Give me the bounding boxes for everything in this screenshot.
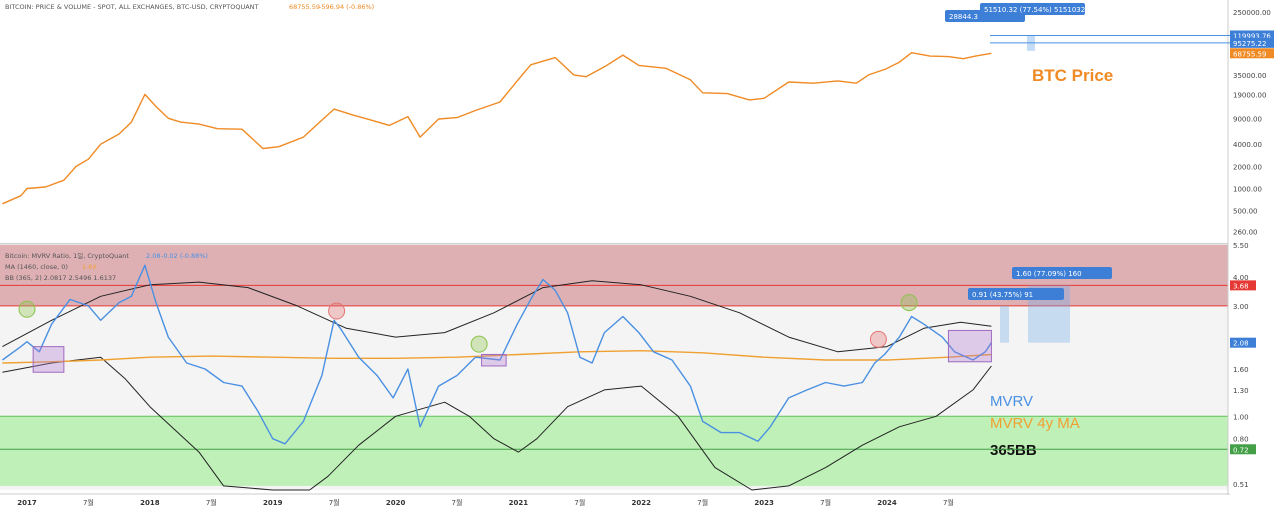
top-measure-1: 51510.32 (77.54%) 5151032 xyxy=(984,6,1085,14)
mvrv-ma-label: MVRV 4y MA xyxy=(990,415,1080,432)
top-tick-label-11: 260.00 xyxy=(1233,229,1258,237)
pane-divider xyxy=(0,243,1280,245)
green-zone xyxy=(0,416,1228,486)
x-tick-label-15: 7월 xyxy=(943,498,954,507)
x-tick-label-13: 7월 xyxy=(820,498,831,507)
top-tick-label-9: 1000.00 xyxy=(1233,186,1262,194)
bottom-tick-label-9: 0.72 xyxy=(1233,446,1249,454)
bottom-tick-tag-9 xyxy=(1230,444,1256,455)
highlight-circle-4 xyxy=(900,294,918,312)
highlight-circle-0 xyxy=(18,300,36,318)
mvrv-label: MVRV xyxy=(990,393,1033,410)
bottom-tick-label-3: 3.00 xyxy=(1233,303,1249,311)
x-tick-label-5: 7월 xyxy=(329,498,340,507)
bottom-tick-label-4: 2.08 xyxy=(1233,340,1249,348)
x-tick-label-0: 2017 xyxy=(17,499,37,507)
bottom-tick-label-0: 5.50 xyxy=(1233,242,1249,250)
bb-label: 365BB xyxy=(990,442,1037,459)
bottom-header-line2-val: 1.6X xyxy=(82,263,97,271)
x-tick-label-1: 7월 xyxy=(83,498,94,507)
bottom-tick-label-10: 0.51 xyxy=(1233,481,1249,489)
bottom-header-line1: Bitcoin: MVRV Ratio, 1일, CryptoQuant xyxy=(5,251,129,260)
x-tick-label-10: 2022 xyxy=(632,499,652,507)
top-measure-2: 28844.3 xyxy=(949,13,978,21)
btc-price-line xyxy=(2,52,992,205)
top-header-last: 68755.59 xyxy=(289,3,320,11)
bottom-tick-label-6: 1.30 xyxy=(1233,387,1249,395)
highlight-circle-3 xyxy=(869,330,887,348)
x-tick-label-4: 2019 xyxy=(263,499,283,507)
x-tick-label-8: 2021 xyxy=(509,499,529,507)
bottom-header-line3: BB (365, 2) 2.0817 2.5496 1.6137 xyxy=(5,274,116,282)
x-tick-label-3: 7월 xyxy=(206,498,217,507)
bottom-tick-label-5: 1.60 xyxy=(1233,366,1249,374)
top-tick-label-6: 9000.00 xyxy=(1233,115,1262,123)
x-tick-label-2: 2018 xyxy=(140,499,160,507)
bb-upper-line xyxy=(2,280,992,353)
x-tick-label-9: 7월 xyxy=(574,498,585,507)
top-tick-label-8: 2000.00 xyxy=(1233,163,1262,171)
mvrv-ma-line xyxy=(2,350,992,364)
top-tick-tag-2 xyxy=(1230,37,1274,48)
bottom-tick-label-7: 1.00 xyxy=(1233,413,1249,421)
measure-area-0 xyxy=(1000,305,1009,343)
x-tick-label-11: 7월 xyxy=(697,498,708,507)
bottom-header-line2: MA (1460, close, 0) xyxy=(5,263,68,271)
bottom-measure-1: 1.60 (77.09%) 160 xyxy=(1016,270,1082,278)
bottom-measure-1-bg xyxy=(1012,267,1112,279)
top-tick-tag-3 xyxy=(1230,48,1274,59)
top-pane-bg xyxy=(0,0,1228,243)
bottom-measure-2-bg xyxy=(968,288,1064,300)
top-tick-label-4: 35000.00 xyxy=(1233,72,1266,80)
top-tick-label-0: 250000.00 xyxy=(1233,9,1271,17)
bottom-tick-tag-2 xyxy=(1230,280,1256,291)
top-header-title: BITCOIN: PRICE & VOLUME - SPOT, ALL EXCH… xyxy=(5,3,259,11)
bottom-measure-2: 0.91 (43.75%) 91 xyxy=(972,291,1033,299)
price-axis-bg xyxy=(1228,0,1280,519)
btc-price-label: BTC Price xyxy=(1032,66,1113,85)
top-tick-label-2: 95275.22 xyxy=(1233,40,1266,48)
highlight-box-0 xyxy=(32,346,65,373)
bottom-header-line1-chg: -0.02 (-0.88%) xyxy=(161,252,208,260)
top-tick-label-1: 119993.76 xyxy=(1233,32,1271,40)
bottom-tick-label-8: 0.80 xyxy=(1233,436,1249,444)
x-tick-label-7: 7월 xyxy=(452,498,463,507)
top-tick-label-10: 500.00 xyxy=(1233,208,1258,216)
bottom-header-line1-val: 2.08 xyxy=(146,252,160,260)
x-tick-label-14: 2024 xyxy=(877,499,897,507)
highlight-circle-2 xyxy=(470,335,488,353)
top-measure-1-bg xyxy=(980,3,1085,15)
top-tick-label-7: 4000.00 xyxy=(1233,141,1262,149)
bb-lower-line xyxy=(2,356,992,491)
highlight-circle-1 xyxy=(328,302,346,320)
x-tick-label-12: 2023 xyxy=(754,499,774,507)
top-tick-label-3: 68755.59 xyxy=(1233,50,1266,58)
top-tick-tag-1 xyxy=(1230,30,1274,41)
bottom-tick-tag-4 xyxy=(1230,337,1256,348)
mvrv-line xyxy=(1,264,992,445)
highlight-box-2 xyxy=(947,329,992,363)
bottom-tick-label-2: 3.68 xyxy=(1233,282,1249,290)
highlight-box-1 xyxy=(481,353,507,367)
top-tick-label-5: 19000.00 xyxy=(1233,91,1266,99)
x-tick-label-6: 2020 xyxy=(386,499,406,507)
top-header-change: -596.94 (-0.86%) xyxy=(319,3,374,11)
bottom-tick-label-1: 4.00 xyxy=(1233,274,1249,282)
